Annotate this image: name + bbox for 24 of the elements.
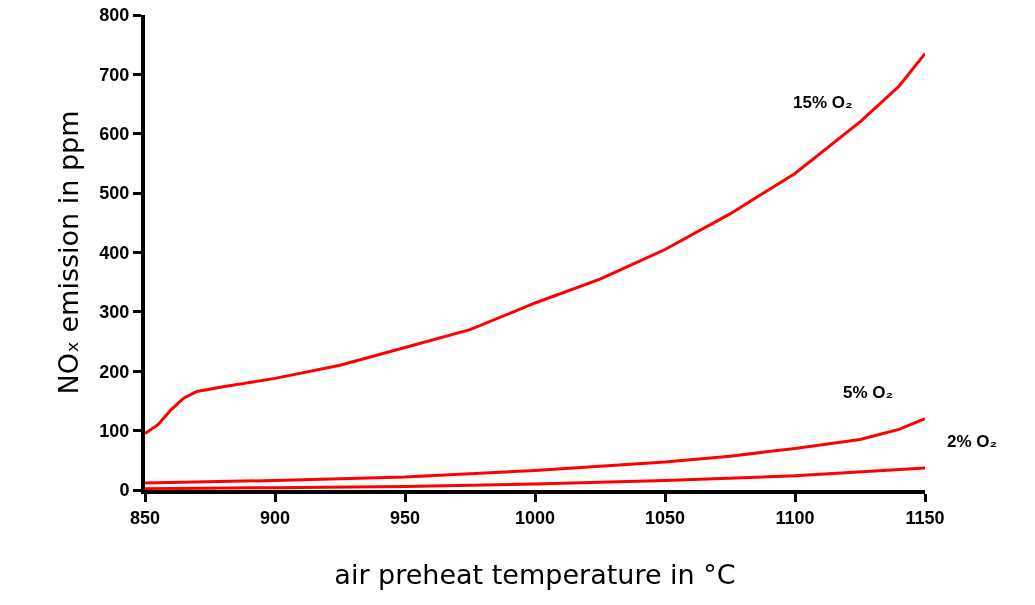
y-axis-title: NOₓ emission in ppm: [53, 110, 84, 395]
y-tick-label: 800: [99, 5, 130, 26]
x-tick-label: 950: [389, 507, 421, 528]
x-tick-label: 1050: [644, 507, 686, 528]
series-label: 15% O₂: [793, 93, 853, 112]
y-tick-label: 300: [99, 302, 130, 323]
x-tick-label: 850: [129, 507, 161, 528]
y-tick-label: 0: [119, 480, 130, 501]
line-series: [145, 52, 925, 436]
y-tick-label: 100: [99, 420, 130, 441]
x-tick-label: 1100: [775, 507, 815, 528]
y-tick-label: 500: [99, 183, 130, 204]
y-tick-label: 700: [99, 64, 130, 85]
x-axis-title: air preheat temperature in °C: [334, 559, 736, 590]
line-series: [145, 417, 925, 485]
x-tick-label: 1000: [514, 507, 556, 528]
y-tick-label: 400: [99, 242, 130, 263]
line-series: [145, 466, 925, 490]
x-tick-label: 1150: [905, 507, 945, 528]
series-label: 2% O₂: [947, 432, 998, 451]
y-tick-label: 600: [99, 124, 130, 145]
series-label: 5% O₂: [843, 383, 894, 402]
y-tick-label: 200: [99, 361, 130, 382]
x-tick-label: 900: [259, 507, 291, 528]
